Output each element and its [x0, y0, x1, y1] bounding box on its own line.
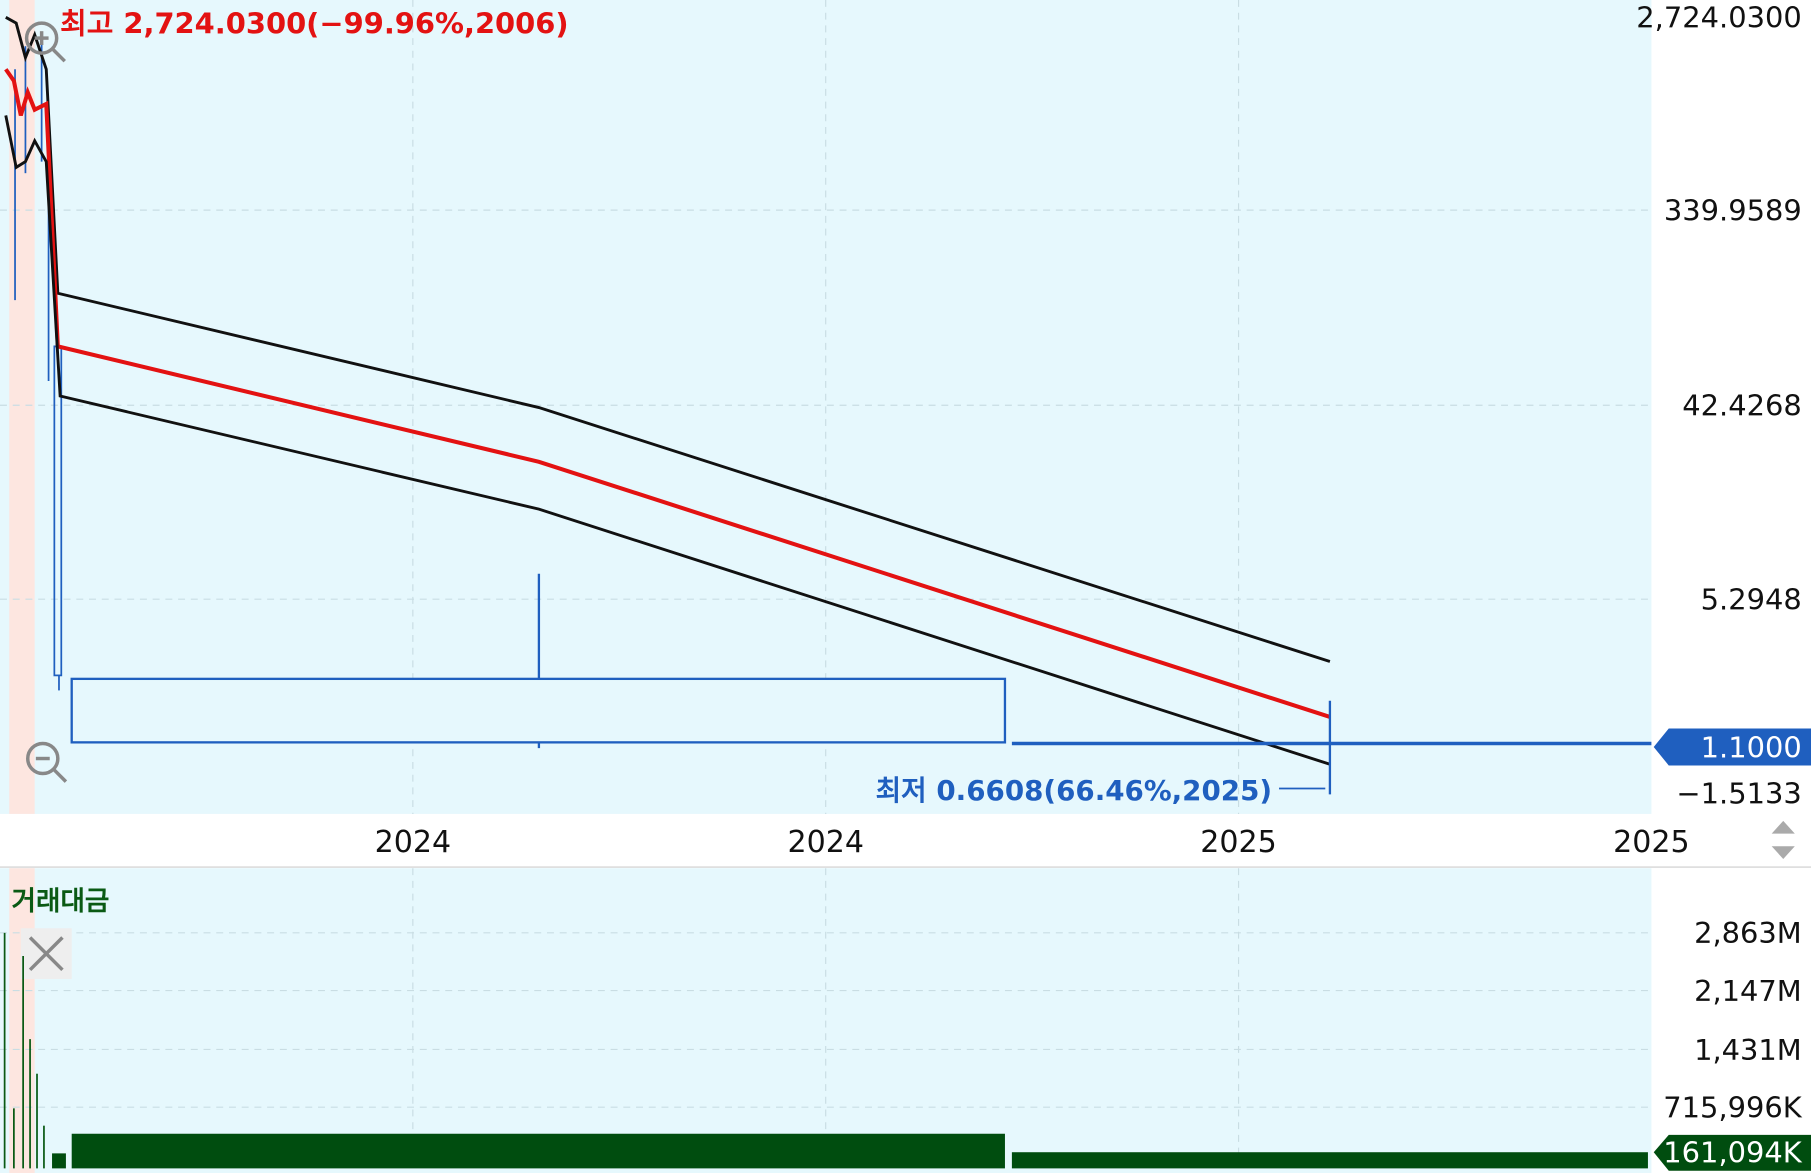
- volume-tick-label: 2,863M: [1694, 916, 1802, 950]
- volume-title: 거래대금: [12, 886, 110, 917]
- zoom-in[interactable]: [24, 21, 66, 63]
- volume-tick-label: 1,431M: [1694, 1033, 1802, 1067]
- zoom-out[interactable]: [26, 741, 68, 783]
- current-volume: 161,094K: [1663, 1136, 1803, 1170]
- x-tick-label: 2025: [1200, 825, 1277, 860]
- y-tick-label: −1.5133: [1676, 777, 1801, 811]
- x-axis-band: [0, 813, 1811, 868]
- y-tick-label: 339.9589: [1664, 194, 1802, 228]
- lower-band: [4, 115, 1331, 766]
- current-price-tag: [1653, 728, 1811, 766]
- close-volume[interactable]: [20, 928, 72, 980]
- volume-tick-label: 715,996K: [1663, 1091, 1803, 1125]
- volume-bar: [1011, 1152, 1648, 1169]
- low-label: 최저 0.6608(66.46%,2025): [876, 774, 1272, 807]
- x-tick-label: 2024: [787, 825, 864, 860]
- y-tick-label: 5.2948: [1701, 583, 1802, 617]
- x-tick-label: 2025: [1613, 825, 1690, 860]
- volume-bar: [52, 1153, 66, 1169]
- volume-tick-label: 2,147M: [1694, 974, 1802, 1008]
- x-tick-label: 2024: [375, 825, 452, 860]
- axis-scroll[interactable]: [1771, 820, 1795, 859]
- candle-body: [70, 677, 1007, 744]
- moving-average: [4, 68, 1331, 719]
- early-volume: [3, 932, 45, 1169]
- current-price: 1.1000: [1701, 730, 1802, 764]
- high-label: 최고 2,724.0300(−99.96%,2006): [60, 7, 568, 41]
- highlight-strip: [9, 0, 35, 814]
- volume-bar: [71, 1133, 1005, 1169]
- current-volume-tag: [1653, 1134, 1811, 1171]
- y-tick-label: 42.4268: [1682, 389, 1802, 423]
- y-tick-label: 2,724.0300: [1636, 1, 1801, 35]
